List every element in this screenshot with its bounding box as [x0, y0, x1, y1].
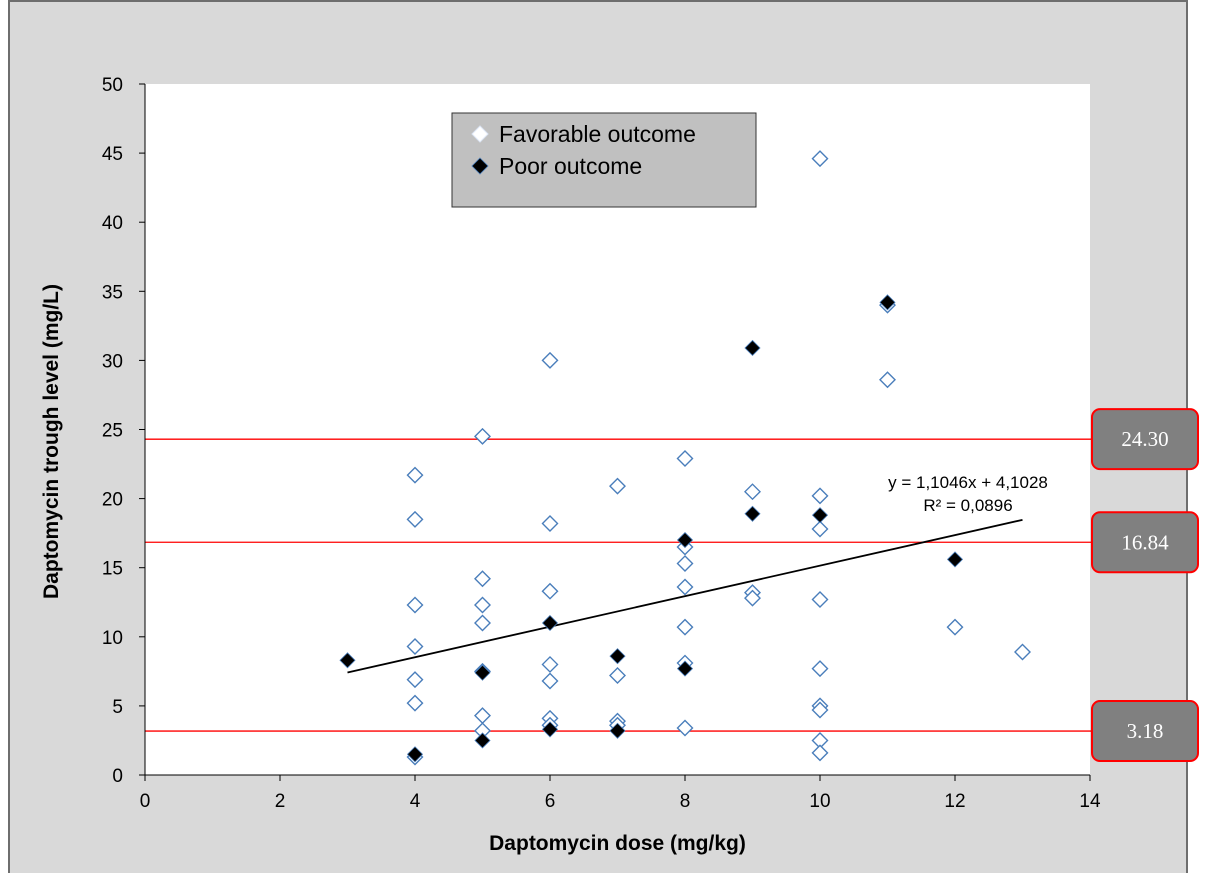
poor-outcome-point — [541, 614, 559, 632]
favorable-outcome-point — [474, 427, 491, 445]
y-axis-label: Daptomycin trough level (mg/L) — [40, 284, 63, 599]
favorable-outcome-point — [676, 719, 694, 737]
favorable-outcome-point — [676, 450, 694, 468]
favorable-outcome-point — [676, 578, 694, 596]
y-tick-label: 35 — [102, 282, 123, 303]
favorable-outcome-point — [946, 618, 964, 636]
y-tick-label: 10 — [102, 628, 123, 649]
favorable-outcome-point — [406, 694, 424, 712]
favorable-outcome-point — [474, 596, 491, 614]
favorable-outcome-point — [406, 466, 424, 484]
data-points — [339, 150, 1031, 766]
reference-label: 3.18 — [1127, 719, 1164, 743]
x-axis-label: Daptomycin dose (mg/kg) — [489, 832, 746, 855]
y-tick-label: 5 — [112, 697, 123, 718]
favorable-outcome-point — [811, 701, 829, 719]
legend-label-poor: Poor outcome — [499, 153, 642, 179]
x-tick-label: 6 — [545, 791, 556, 812]
trendline-r-squared: R² = 0,0896 — [923, 496, 1012, 515]
legend: Favorable outcome Poor outcome — [451, 112, 757, 208]
reference-labels: 24.30 16.84 3.18 — [1091, 408, 1199, 763]
reference-label-box — [1091, 408, 1199, 471]
legend-label-favorable: Favorable outcome — [499, 121, 696, 147]
favorable-outcome-point — [811, 150, 829, 168]
favorable-outcome-point — [541, 514, 559, 532]
favorable-outcome-point — [811, 590, 829, 608]
x-tick-label: 12 — [944, 791, 965, 812]
y-tick-label: 0 — [112, 766, 123, 787]
reference-label: 16.84 — [1121, 530, 1169, 554]
favorable-outcome-point — [879, 371, 896, 389]
x-tick-label: 10 — [809, 791, 830, 812]
favorable-outcome-point — [811, 487, 829, 505]
poor-outcome-point — [474, 664, 491, 681]
poor-outcome-point — [879, 294, 896, 311]
x-tick-label: 14 — [1079, 791, 1101, 812]
favorable-outcome-point — [474, 614, 491, 632]
poor-outcome-point — [744, 339, 761, 357]
favorable-outcome-point — [609, 667, 626, 684]
x-tick-label: 8 — [680, 791, 691, 812]
poor-outcome-point — [609, 722, 626, 739]
poor-outcome-point — [946, 551, 964, 568]
trendline-equation: y = 1,1046x + 4,1028 — [888, 473, 1048, 492]
favorable-outcome-point — [474, 570, 491, 588]
poor-outcome-point — [676, 660, 694, 677]
y-tick-label: 50 — [102, 75, 123, 96]
reference-label-box — [1091, 511, 1199, 574]
favorable-outcome-point — [811, 744, 829, 762]
reference-label: 24.30 — [1121, 427, 1168, 451]
legend-marker-favorable — [471, 125, 489, 143]
trendline-group — [347, 518, 1023, 674]
favorable-outcome-point — [406, 671, 424, 689]
poor-outcome-point — [609, 648, 626, 665]
favorable-outcome-point — [1014, 643, 1031, 661]
x-tick-label: 0 — [140, 791, 151, 812]
poor-outcome-point — [676, 531, 694, 549]
favorable-outcome-point — [676, 618, 694, 636]
y-tick-label: 40 — [102, 213, 123, 234]
favorable-outcome-point — [541, 672, 559, 690]
x-tick-label: 4 — [410, 791, 421, 812]
x-tick-label: 2 — [275, 791, 286, 812]
legend-box — [451, 112, 757, 208]
y-tick-label: 20 — [102, 490, 123, 511]
poor-outcome-point — [744, 505, 761, 522]
poor-outcome-point — [541, 721, 559, 738]
favorable-outcome-point — [541, 351, 559, 369]
favorable-outcome-point — [541, 582, 559, 600]
favorable-outcome-point — [406, 510, 424, 528]
legend-marker-poor — [471, 157, 489, 175]
poor-outcome-point — [811, 507, 829, 524]
favorable-outcome-point — [406, 596, 424, 614]
y-tick-label: 30 — [102, 351, 123, 372]
reference-label-box — [1091, 700, 1199, 763]
poor-outcome-point — [406, 746, 424, 763]
y-tick-label: 25 — [102, 421, 123, 442]
favorable-outcome-point — [811, 520, 829, 538]
favorable-outcome-point — [811, 660, 829, 678]
poor-outcome-point — [339, 652, 356, 669]
y-tick-label: 15 — [102, 559, 123, 580]
trendline — [347, 518, 1023, 674]
favorable-outcome-point — [609, 477, 626, 495]
favorable-outcome-point — [744, 589, 761, 607]
favorable-outcome-point — [676, 555, 694, 573]
poor-outcome-point — [474, 732, 491, 749]
favorable-outcome-point — [406, 637, 424, 655]
favorable-outcome-point — [744, 483, 761, 501]
ticks: 0 2 4 6 8 10 12 14 0 5 10 15 20 25 30 35 40 45 50 — [102, 75, 1101, 812]
y-tick-label: 45 — [102, 144, 123, 165]
favorable-outcome-point — [541, 655, 559, 673]
